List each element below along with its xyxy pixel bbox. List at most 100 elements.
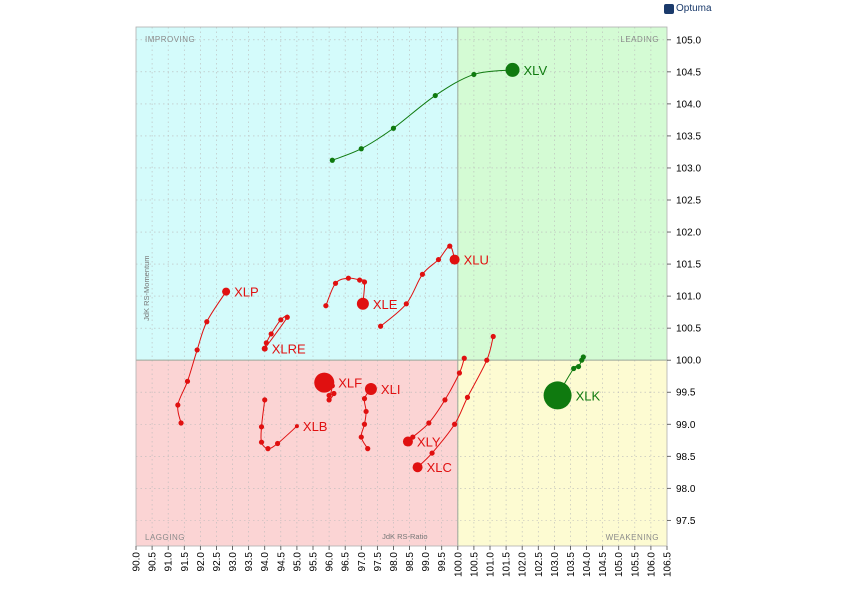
x-tick-label: 105.5	[630, 552, 641, 577]
tail-point-xlre	[263, 340, 269, 346]
x-tick-label: 97.5	[373, 552, 384, 572]
x-tick-label: 91.0	[164, 552, 175, 572]
tail-point-xlp	[204, 319, 210, 325]
tail-point-xly	[426, 420, 432, 426]
tail-line-xlv	[332, 69, 513, 161]
head-point-xlf	[314, 372, 335, 393]
tail-point-xlv	[390, 125, 397, 131]
head-point-xlu	[449, 254, 460, 265]
x-tick-label: 103.5	[566, 552, 577, 577]
tail-point-xle	[361, 279, 368, 285]
tail-point-xlf	[326, 397, 332, 403]
y-tick-label: 105.0	[676, 35, 701, 46]
head-point-xli	[364, 383, 377, 396]
x-tick-label: 95.0	[292, 552, 303, 572]
x-tick-label: 91.5	[180, 552, 191, 572]
quadrant-label-improving: IMPROVING	[145, 35, 195, 44]
tail-point-xli	[358, 434, 364, 440]
y-tick-label: 100.0	[676, 356, 701, 367]
x-tick-label: 95.5	[309, 552, 320, 572]
brand-mark-icon	[664, 3, 674, 14]
tail-point-xlf	[331, 390, 337, 397]
x-tick-label: 98.0	[389, 552, 400, 572]
y-tick-label: 101.0	[676, 292, 701, 303]
tail-point-xlre	[284, 314, 290, 320]
sector-label-xlc: XLC	[427, 460, 452, 475]
y-tick-label: 99.5	[676, 388, 696, 399]
tail-point-xly	[461, 355, 467, 361]
tail-point-xlu	[377, 323, 384, 329]
tail-point-xlv	[471, 71, 477, 78]
x-tick-label: 106.0	[646, 552, 657, 577]
tail-point-xlv	[432, 92, 438, 99]
series-xli: XLI	[358, 382, 401, 452]
sector-label-xlk: XLK	[576, 388, 601, 403]
quadrant-label-leading: LEADING	[620, 35, 659, 44]
grid-lines	[135, 26, 668, 547]
tail-point-xle	[323, 303, 329, 309]
tail-point-xlv	[358, 146, 364, 152]
y-tick-label: 98.0	[676, 484, 696, 495]
x-axis-ticks: 90.0 90.5 91.0 91.5 92.0 92.5 93.0 93.5 94.0 94.5…	[132, 546, 674, 577]
sector-label-xlu: XLU	[464, 253, 489, 268]
quadrant-backgrounds	[136, 27, 667, 546]
head-point-xlre	[261, 345, 268, 352]
sector-label-xlp: XLP	[234, 285, 259, 300]
sector-label-xlf: XLF	[338, 376, 362, 391]
x-tick-label: 93.0	[228, 552, 239, 572]
series-xle: XLE	[323, 275, 398, 312]
series-xlp: XLP	[175, 285, 259, 426]
sector-label-xle: XLE	[373, 297, 398, 312]
tail-point-xlb	[258, 424, 265, 430]
sector-label-xlv: XLV	[524, 63, 548, 78]
series-xly: XLY	[402, 355, 467, 450]
head-point-xlc	[412, 462, 423, 473]
quadrant-lagging	[136, 360, 458, 546]
tail-point-xlb	[258, 439, 265, 445]
y-tick-label: 104.5	[676, 67, 701, 78]
x-tick-label: 94.0	[260, 552, 271, 572]
tail-point-xlk	[579, 357, 585, 363]
x-tick-label: 101.0	[486, 552, 497, 577]
x-axis-title: JdK RS-Ratio	[382, 532, 427, 541]
head-point-xly	[402, 436, 413, 447]
tail-point-xlre	[278, 317, 284, 323]
x-tick-label: 94.5	[276, 552, 287, 572]
sector-label-xly: XLY	[417, 435, 441, 450]
x-tick-label: 106.5	[663, 552, 674, 577]
tail-point-xlc	[464, 394, 471, 400]
tail-point-xlb	[265, 446, 271, 452]
tail-point-xle	[332, 280, 339, 286]
y-tick-label: 97.5	[676, 516, 696, 527]
series-xlf: XLF	[314, 372, 362, 403]
y-tick-label: 101.5	[676, 260, 701, 271]
head-point-xlv	[505, 62, 520, 77]
tail-point-xlk	[575, 363, 582, 370]
series-xlb: XLB	[258, 397, 328, 452]
sector-tails: XLV XLK XLU XLE XLRE XLP XLF XLI XLB XLY XLC	[175, 62, 601, 475]
tail-point-xlc	[452, 421, 458, 427]
tail-point-xlu	[403, 301, 409, 307]
tail-point-xlc	[490, 333, 496, 340]
tail-point-xle	[357, 277, 363, 283]
y-tick-label: 102.5	[676, 196, 701, 207]
x-tick-label: 99.5	[437, 552, 448, 572]
quadrant-leading	[457, 27, 667, 361]
x-tick-label: 98.5	[405, 552, 416, 572]
tail-point-xlp	[194, 347, 200, 353]
tail-point-xlu	[419, 271, 426, 277]
tail-point-xlre	[268, 331, 274, 337]
brand-name: Optuma	[676, 3, 712, 14]
tail-point-xlb	[275, 440, 281, 447]
y-tick-label: 102.0	[676, 228, 701, 239]
sector-label-xlb: XLB	[303, 419, 328, 434]
tail-point-xli	[361, 421, 368, 427]
x-tick-label: 102.0	[518, 552, 529, 577]
sector-label-xli: XLI	[381, 382, 401, 397]
tail-point-xle	[345, 275, 351, 281]
x-tick-label: 90.0	[132, 552, 143, 572]
tail-point-xly	[456, 370, 463, 376]
y-tick-label: 99.0	[676, 420, 696, 431]
x-tick-label: 90.5	[148, 552, 159, 572]
y-tick-label: 103.5	[676, 131, 701, 142]
